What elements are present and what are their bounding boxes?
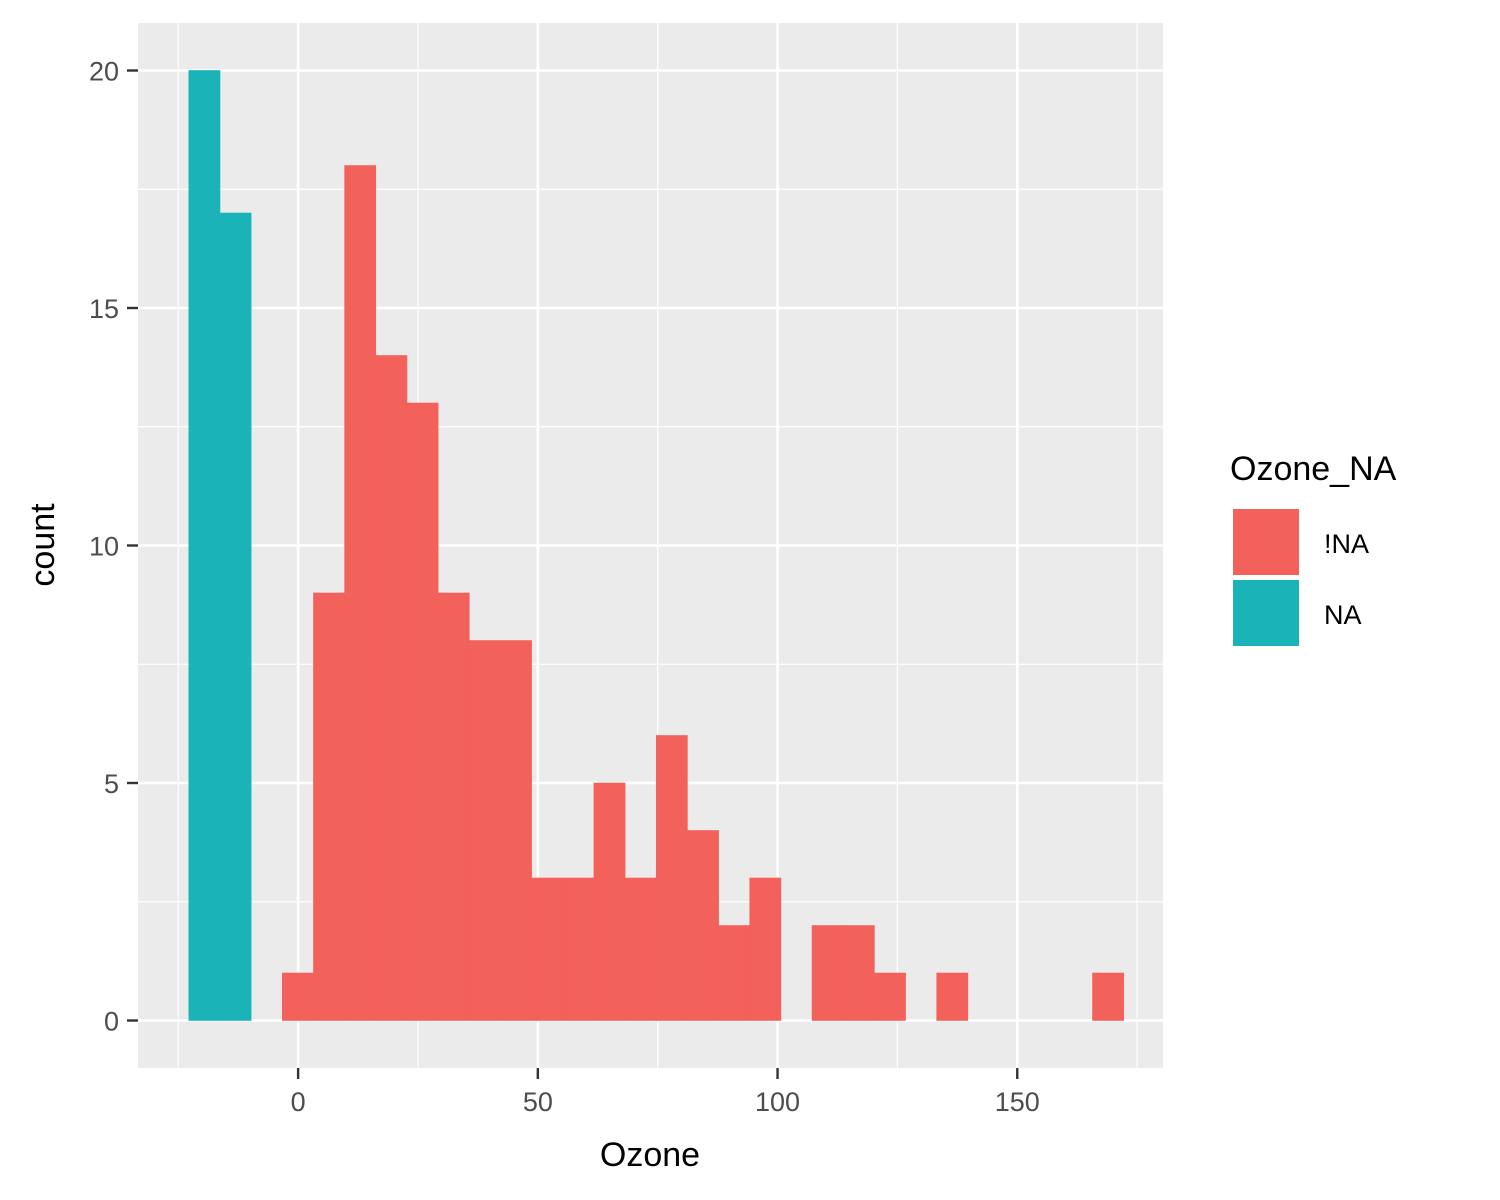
- legend-title: Ozone_NA: [1230, 450, 1397, 488]
- histogram-bar: [282, 972, 314, 1021]
- histogram-bars: [188, 70, 1124, 1021]
- histogram-bar: [842, 925, 875, 1021]
- histogram-bar: [188, 70, 221, 1021]
- histogram-bar: [406, 402, 439, 1021]
- legend: Ozone_NA !NA NA: [1230, 450, 1397, 646]
- x-axis: 0 50 100 150: [291, 1068, 1040, 1117]
- legend-entries: !NA NA: [1233, 509, 1369, 646]
- legend-swatch: [1233, 580, 1299, 646]
- y-axis: 0 5 10 15 20: [89, 57, 138, 1037]
- histogram-bar: [437, 592, 470, 1021]
- histogram-bar: [562, 877, 595, 1021]
- y-tick-label: 0: [104, 1007, 119, 1037]
- legend-swatch: [1233, 509, 1299, 575]
- histogram-bar: [344, 165, 377, 1021]
- histogram-bar: [655, 735, 688, 1021]
- histogram-bar: [811, 925, 844, 1021]
- histogram-bar: [313, 592, 345, 1021]
- histogram-bar: [1092, 972, 1124, 1021]
- histogram-bar: [593, 782, 626, 1021]
- histogram-bar: [468, 640, 501, 1021]
- histogram-bar: [500, 640, 532, 1021]
- x-tick-label: 150: [995, 1087, 1040, 1117]
- histogram-bar: [687, 830, 719, 1021]
- histogram-bar: [375, 355, 408, 1021]
- legend-label: NA: [1324, 600, 1362, 630]
- x-tick-label: 100: [755, 1087, 800, 1117]
- histogram-bar: [749, 877, 782, 1021]
- histogram-bar: [624, 877, 657, 1021]
- histogram-bar: [219, 212, 252, 1021]
- histogram-bar: [874, 972, 906, 1021]
- y-tick-label: 10: [89, 532, 119, 562]
- y-tick-label: 20: [89, 57, 119, 87]
- legend-label: !NA: [1324, 529, 1369, 559]
- y-axis-title: count: [24, 503, 62, 587]
- y-tick-label: 15: [89, 294, 119, 324]
- x-tick-label: 0: [291, 1087, 306, 1117]
- x-axis-title: Ozone: [600, 1136, 700, 1174]
- x-tick-label: 50: [523, 1087, 553, 1117]
- histogram-bar: [936, 972, 969, 1021]
- histogram-bar: [718, 925, 751, 1021]
- histogram-bar: [531, 877, 564, 1021]
- y-tick-label: 5: [104, 769, 119, 799]
